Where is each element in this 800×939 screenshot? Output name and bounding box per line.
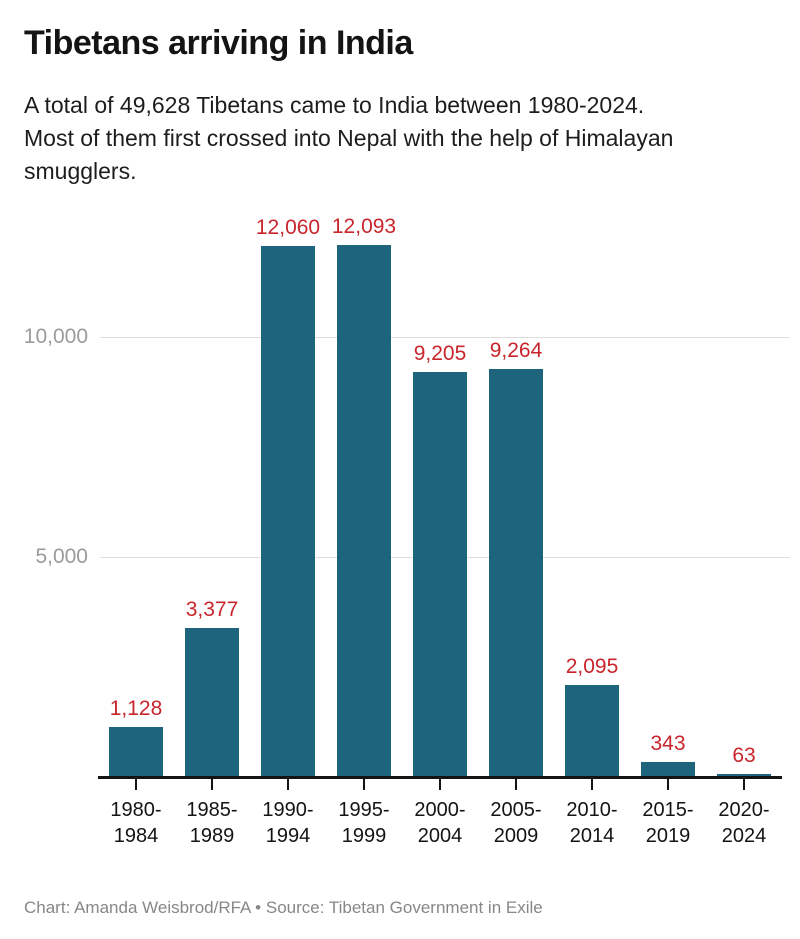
bar-value-label: 9,264 xyxy=(489,339,543,363)
y-tick-label: 5,000 xyxy=(35,545,88,568)
x-tick-label-line: 1994 xyxy=(265,825,311,847)
bar xyxy=(641,761,695,777)
x-tick-label-line: 2024 xyxy=(721,825,767,847)
subtitle-line-1: A total of 49,628 Tibetans came to India… xyxy=(24,92,645,119)
bar-value-label: 343 xyxy=(650,731,686,755)
x-axis-tick xyxy=(515,779,517,790)
bar-value-label: 1,128 xyxy=(109,697,163,721)
bar-value-label: 9,205 xyxy=(413,341,467,365)
chart-credit: Chart: Amanda Weisbrod/RFA • Source: Tib… xyxy=(24,898,543,917)
x-tick-label-line: 1995- xyxy=(338,799,390,821)
x-axis-line xyxy=(98,776,782,779)
x-tick-label: 2000- 2004 xyxy=(392,797,488,849)
bar-value-label: 12,060 xyxy=(255,216,321,240)
bar xyxy=(109,727,163,777)
x-axis-tick xyxy=(667,779,669,790)
x-axis-tick xyxy=(363,779,365,790)
x-tick-label: 1985- 1989 xyxy=(164,797,260,849)
x-tick-label-line: 2014 xyxy=(569,825,615,847)
bar-value-label: 3,377 xyxy=(185,598,239,622)
y-tick-label: 10,000 xyxy=(23,325,88,348)
x-tick-label: 2005- 2009 xyxy=(468,797,564,849)
bar xyxy=(337,244,391,777)
bar-chart-plot-area: 5,000 10,000 1,128 1980- 1984 3,377 1985- 1989 1… xyxy=(0,200,800,860)
x-axis-tick xyxy=(591,779,593,790)
x-tick-label-line: 1980- xyxy=(110,799,162,821)
chart-header: Tibetans arriving in India A total of 49… xyxy=(0,0,800,188)
chart-title: Tibetans arriving in India xyxy=(24,24,413,62)
bar xyxy=(489,369,543,777)
x-tick-label-line: 2020- xyxy=(718,799,770,821)
x-axis-tick xyxy=(135,779,137,790)
x-tick-label-line: 2019 xyxy=(645,825,691,847)
bar xyxy=(185,628,239,777)
bar xyxy=(565,684,619,777)
x-axis-tick xyxy=(743,779,745,790)
x-tick-label-line: 1999 xyxy=(341,825,387,847)
bar-value-label: 2,095 xyxy=(565,654,619,678)
x-tick-label-line: 2009 xyxy=(493,825,539,847)
x-tick-label: 1995- 1999 xyxy=(316,797,412,849)
bar xyxy=(261,246,315,777)
x-axis-tick xyxy=(287,779,289,790)
bar-value-label: 63 xyxy=(732,744,756,768)
x-tick-label-line: 1984 xyxy=(113,825,159,847)
bar-value-label: 12,093 xyxy=(331,214,397,238)
x-tick-label-line: 2005- xyxy=(490,799,542,821)
x-axis-tick xyxy=(211,779,213,790)
x-tick-label: 2010- 2014 xyxy=(544,797,640,849)
x-axis-tick xyxy=(439,779,441,790)
x-tick-label-line: 2010- xyxy=(566,799,618,821)
bar xyxy=(413,371,467,777)
x-tick-label: 1990- 1994 xyxy=(240,797,336,849)
x-tick-label-line: 2000- xyxy=(414,799,466,821)
x-tick-label-line: 1989 xyxy=(189,825,235,847)
x-tick-label-line: 1990- xyxy=(262,799,314,821)
x-tick-label: 2015- 2019 xyxy=(620,797,716,849)
x-tick-label: 2020- 2024 xyxy=(696,797,792,849)
x-tick-label-line: 2015- xyxy=(642,799,694,821)
bar xyxy=(717,774,771,777)
x-tick-label-line: 2004 xyxy=(417,825,463,847)
gridline xyxy=(100,336,790,338)
x-tick-label: 1980- 1984 xyxy=(88,797,184,849)
subtitle-line-3: smugglers. xyxy=(24,158,137,185)
x-tick-label-line: 1985- xyxy=(186,799,238,821)
chart-subtitle: A total of 49,628 Tibetans came to India… xyxy=(24,89,776,188)
subtitle-line-2: Most of them first crossed into Nepal wi… xyxy=(24,125,674,152)
